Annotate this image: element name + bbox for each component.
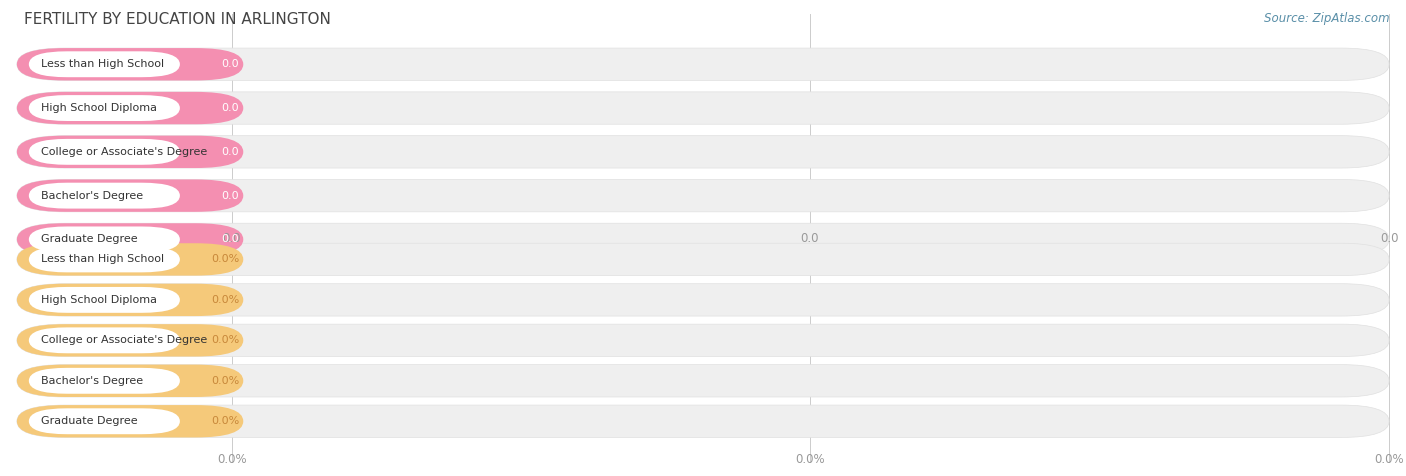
FancyBboxPatch shape: [28, 139, 180, 165]
FancyBboxPatch shape: [28, 227, 180, 252]
Text: Bachelor's Degree: Bachelor's Degree: [41, 376, 143, 386]
FancyBboxPatch shape: [17, 223, 1389, 256]
FancyBboxPatch shape: [17, 243, 243, 276]
Text: 0.0%: 0.0%: [211, 295, 239, 305]
Text: High School Diploma: High School Diploma: [41, 295, 157, 305]
Text: Less than High School: Less than High School: [41, 59, 165, 69]
Text: 0.0: 0.0: [222, 231, 242, 245]
FancyBboxPatch shape: [17, 92, 1389, 124]
FancyBboxPatch shape: [17, 48, 1389, 80]
Text: High School Diploma: High School Diploma: [41, 103, 157, 113]
FancyBboxPatch shape: [17, 324, 243, 357]
FancyBboxPatch shape: [17, 92, 243, 124]
Text: Graduate Degree: Graduate Degree: [41, 234, 138, 245]
Text: FERTILITY BY EDUCATION IN ARLINGTON: FERTILITY BY EDUCATION IN ARLINGTON: [24, 12, 330, 27]
FancyBboxPatch shape: [17, 136, 243, 168]
Text: Bachelor's Degree: Bachelor's Degree: [41, 190, 143, 201]
FancyBboxPatch shape: [17, 365, 1389, 397]
Text: 0.0: 0.0: [1379, 231, 1399, 245]
FancyBboxPatch shape: [17, 136, 1389, 168]
FancyBboxPatch shape: [17, 243, 1389, 276]
FancyBboxPatch shape: [17, 405, 243, 437]
FancyBboxPatch shape: [28, 408, 180, 434]
FancyBboxPatch shape: [17, 324, 1389, 357]
Text: Source: ZipAtlas.com: Source: ZipAtlas.com: [1264, 12, 1389, 25]
FancyBboxPatch shape: [28, 183, 180, 208]
Text: 0.0%: 0.0%: [211, 376, 239, 386]
Text: 0.0%: 0.0%: [211, 416, 239, 426]
FancyBboxPatch shape: [28, 287, 180, 313]
FancyBboxPatch shape: [28, 95, 180, 121]
Text: 0.0: 0.0: [800, 231, 820, 245]
Text: 0.0: 0.0: [222, 234, 239, 245]
FancyBboxPatch shape: [28, 327, 180, 353]
Text: 0.0%: 0.0%: [794, 453, 825, 466]
Text: 0.0%: 0.0%: [211, 335, 239, 346]
FancyBboxPatch shape: [28, 51, 180, 77]
FancyBboxPatch shape: [17, 365, 243, 397]
FancyBboxPatch shape: [28, 368, 180, 394]
FancyBboxPatch shape: [28, 247, 180, 272]
Text: 0.0%: 0.0%: [211, 254, 239, 265]
FancyBboxPatch shape: [17, 284, 1389, 316]
Text: 0.0: 0.0: [222, 147, 239, 157]
FancyBboxPatch shape: [17, 179, 1389, 212]
Text: 0.0: 0.0: [222, 190, 239, 201]
FancyBboxPatch shape: [17, 405, 1389, 437]
Text: Less than High School: Less than High School: [41, 254, 165, 265]
FancyBboxPatch shape: [17, 179, 243, 212]
Text: 0.0%: 0.0%: [1374, 453, 1405, 466]
Text: College or Associate's Degree: College or Associate's Degree: [41, 335, 207, 346]
Text: Graduate Degree: Graduate Degree: [41, 416, 138, 426]
FancyBboxPatch shape: [17, 48, 243, 80]
FancyBboxPatch shape: [17, 284, 243, 316]
Text: 0.0: 0.0: [222, 103, 239, 113]
Text: 0.0%: 0.0%: [217, 453, 247, 466]
FancyBboxPatch shape: [17, 223, 243, 256]
Text: College or Associate's Degree: College or Associate's Degree: [41, 147, 207, 157]
Text: 0.0: 0.0: [222, 59, 239, 69]
